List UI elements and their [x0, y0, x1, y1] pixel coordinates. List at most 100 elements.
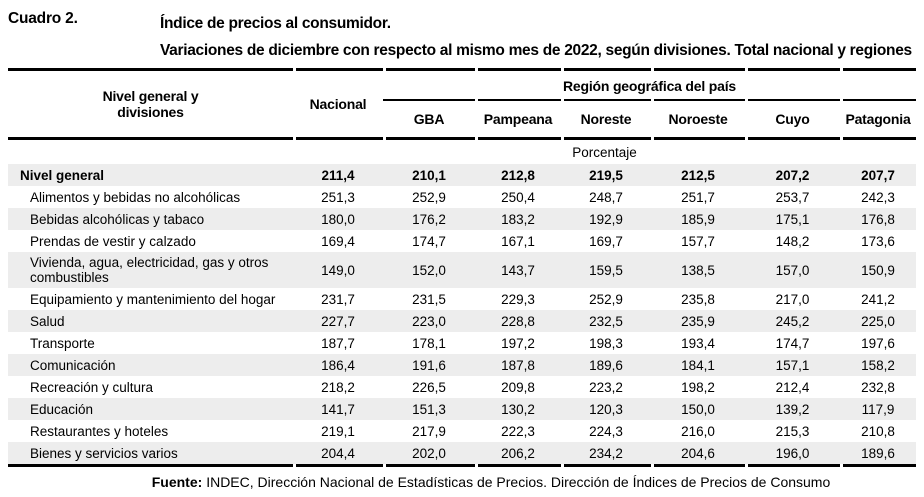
value-cell: 226,5 — [412, 379, 446, 395]
value-cell: 117,9 — [861, 401, 895, 417]
table-title-line2: Variaciones de diciembre con respecto al… — [160, 42, 912, 59]
value-cell: 229,3 — [501, 291, 535, 307]
value-cell: 141,7 — [321, 401, 355, 417]
value-cell: 235,9 — [681, 313, 715, 329]
row-label: Equipamiento y mantenimiento del hogar — [30, 291, 276, 307]
value-cell: 176,8 — [861, 211, 895, 227]
value-cell: 218,2 — [321, 379, 355, 395]
value-cell: 189,6 — [861, 445, 895, 461]
value-cell: 197,6 — [861, 335, 895, 351]
row-label: Transporte — [30, 335, 95, 351]
row-label: Alimentos y bebidas no alcohólicas — [30, 189, 241, 205]
unit-row: Porcentaje — [8, 140, 916, 164]
value-cell: 198,3 — [589, 335, 623, 351]
table-row: Educación 141,7 151,3 130,2 120,3 150,0 139,2 1… — [8, 398, 916, 420]
header-region-cuyo: Cuyo — [775, 111, 810, 127]
value-cell: 223,0 — [412, 313, 446, 329]
value-cell: 187,8 — [501, 357, 535, 373]
value-cell: 211,4 — [321, 167, 355, 183]
row-label: Nivel general — [20, 167, 105, 183]
header-region-gba: GBA — [413, 111, 445, 127]
region-group-rule — [383, 99, 916, 101]
value-cell: 251,3 — [321, 189, 355, 205]
row-label: Comunicación — [30, 357, 116, 373]
value-cell: 157,7 — [681, 233, 715, 249]
value-cell: 158,2 — [861, 357, 895, 373]
table-row: Restaurantes y hoteles 219,1 217,9 222,3 224… — [8, 420, 916, 442]
value-cell: 217,0 — [775, 291, 810, 307]
table-body: Nivel general 211,4 210,1 212,8 219,5 212,5 20… — [8, 164, 916, 464]
table-row: Salud 227,7 223,0 228,8 232,5 235,9 245,2 225,0 — [8, 310, 916, 332]
value-cell: 198,2 — [681, 379, 715, 395]
table-caption: Cuadro 2. Índice de precios al consumido… — [0, 0, 924, 64]
value-cell: 150,0 — [681, 401, 715, 417]
value-cell: 120,3 — [589, 401, 623, 417]
value-cell: 248,7 — [589, 189, 623, 205]
value-cell: 219,5 — [589, 167, 623, 183]
value-cell: 178,1 — [412, 335, 446, 351]
value-cell: 253,7 — [775, 189, 810, 205]
value-cell: 245,2 — [775, 313, 810, 329]
value-cell: 130,2 — [501, 401, 535, 417]
value-cell: 250,4 — [501, 189, 535, 205]
header-bottom-rule — [8, 137, 916, 140]
row-label: Bebidas alcohólicas y tabaco — [30, 211, 205, 227]
table-bottom-rule — [8, 464, 916, 467]
value-cell: 217,9 — [412, 423, 446, 439]
table-title-line1: Índice de precios al consumidor. — [160, 15, 391, 32]
table-row: Bebidas alcohólicas y tabaco 180,0 176,2 18… — [8, 208, 916, 230]
value-cell: 235,8 — [681, 291, 715, 307]
value-cell: 202,0 — [412, 445, 446, 461]
table-row: Prendas de vestir y calzado 169,4 174,7 167… — [8, 230, 916, 252]
value-cell: 204,4 — [321, 445, 355, 461]
value-cell: 174,7 — [412, 233, 446, 249]
value-cell: 242,3 — [861, 189, 895, 205]
value-cell: 209,8 — [501, 379, 535, 395]
value-cell: 150,9 — [861, 262, 895, 278]
value-cell: 222,3 — [501, 423, 535, 439]
value-cell: 197,2 — [501, 335, 535, 351]
table-number: Cuadro 2. — [8, 10, 78, 27]
value-cell: 167,1 — [501, 233, 535, 249]
value-cell: 159,5 — [589, 262, 623, 278]
row-label: Restaurantes y hoteles — [30, 423, 169, 439]
value-cell: 227,7 — [321, 313, 355, 329]
value-cell: 223,2 — [589, 379, 623, 395]
value-cell: 210,1 — [412, 167, 446, 183]
header-region-noroeste: Noroeste — [668, 111, 728, 127]
value-cell: 157,0 — [775, 262, 810, 278]
source-note: Fuente: INDEC, Dirección Nacional de Est… — [0, 474, 924, 490]
value-cell: 231,5 — [412, 291, 446, 307]
value-cell: 232,5 — [589, 313, 623, 329]
value-cell: 175,1 — [775, 211, 810, 227]
value-cell: 204,6 — [681, 445, 715, 461]
header-region-patagonia: Patagonia — [845, 111, 911, 127]
row-label: Vivienda, agua, electricidad, gas y otro… — [30, 255, 269, 285]
source-text: INDEC, Dirección Nacional de Estadística… — [206, 474, 831, 490]
value-cell: 151,3 — [412, 401, 446, 417]
table-title: Índice de precios al consumidor. Variaci… — [160, 10, 916, 64]
table-row: Comunicación 186,4 191,6 187,8 189,6 184,1 157… — [8, 354, 916, 376]
value-cell: 183,2 — [501, 211, 535, 227]
value-cell: 192,9 — [589, 211, 623, 227]
row-label: Bienes y servicios varios — [30, 445, 178, 461]
table-row: Equipamiento y mantenimiento del hogar 23… — [8, 288, 916, 310]
value-cell: 252,9 — [412, 189, 446, 205]
value-cell: 241,2 — [861, 291, 895, 307]
value-cell: 196,0 — [775, 445, 810, 461]
value-cell: 252,9 — [589, 291, 623, 307]
value-cell: 143,7 — [501, 262, 535, 278]
value-cell: 176,2 — [412, 211, 446, 227]
header-region-group: Región geográfica del país — [563, 78, 736, 94]
value-cell: 228,8 — [501, 313, 535, 329]
source-label: Fuente: — [151, 474, 203, 490]
value-cell: 210,8 — [861, 423, 895, 439]
value-cell: 193,4 — [681, 335, 715, 351]
unit-label: Porcentaje — [572, 144, 637, 160]
table-row: Transporte 187,7 178,1 197,2 198,3 193,4 174,7… — [8, 332, 916, 354]
row-label: Prendas de vestir y calzado — [30, 233, 196, 249]
value-cell: 231,7 — [321, 291, 355, 307]
header-region-pampeana: Pampeana — [483, 111, 553, 127]
value-cell: 216,0 — [681, 423, 715, 439]
value-cell: 234,2 — [589, 445, 623, 461]
